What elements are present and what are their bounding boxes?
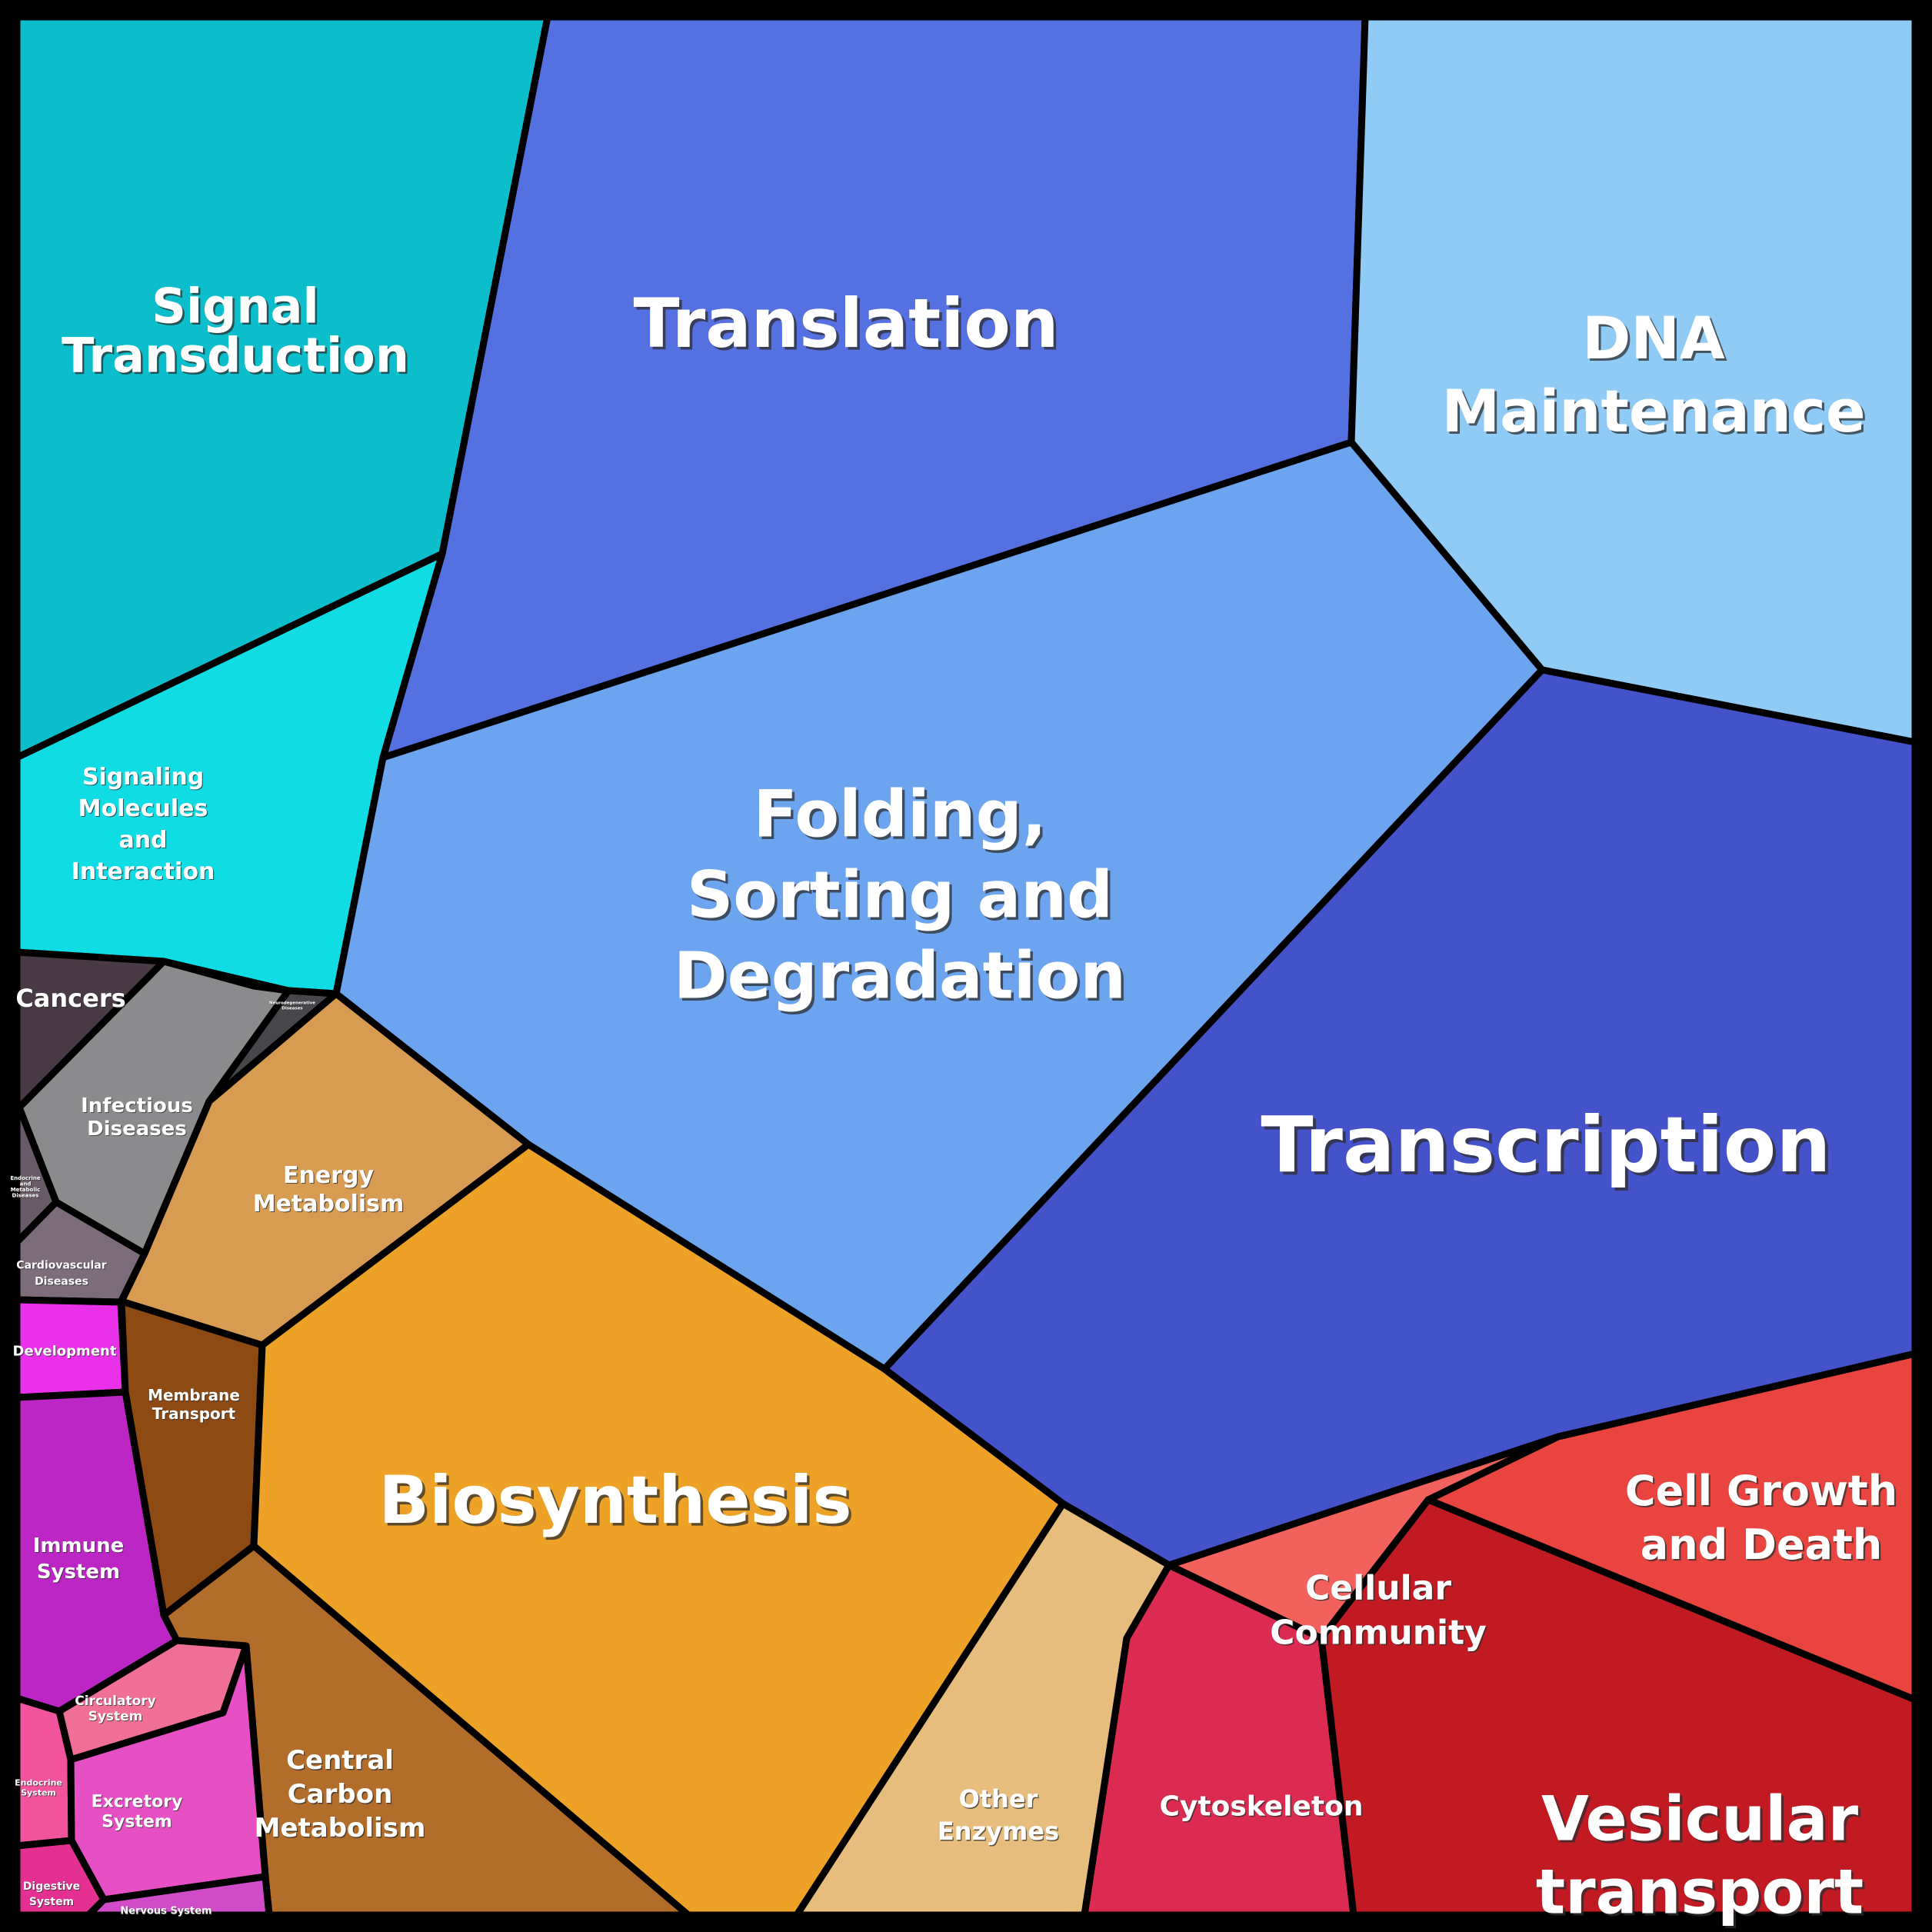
label-shadow-biosynthesis: Biosynthesis [381, 1465, 854, 1542]
label-shadow-excretory-system: Excretory System [92, 1794, 184, 1833]
label-shadow-cytoskeleton: Cytoskeleton [1161, 1792, 1364, 1824]
label-shadow-signal-transduction: Signal Transduction [64, 280, 411, 385]
label-cancers: Cancers [15, 984, 125, 1013]
label-vesicular-transport: Vesicular transport [1536, 1784, 1864, 1928]
label-nervous-system: Nervous System [120, 1906, 212, 1917]
label-infectious-diseases: Infectious Diseases [81, 1094, 193, 1141]
label-excretory-system: Excretory System [92, 1793, 183, 1832]
label-dna-maintenance: DNA Maintenance [1441, 304, 1865, 445]
label-other-enzymes: Other Enzymes [938, 1784, 1059, 1846]
label-immune-system: Immune System [33, 1534, 125, 1584]
region-endocrine-system[interactable]: Endocrine System [13, 1694, 75, 1850]
label-shadow-cellular-community: Cellular Community [1271, 1570, 1488, 1654]
label-shadow-other-enzymes: Other Enzymes [938, 1785, 1060, 1847]
label-shadow-neurodegenerative-diseases: Neurodegenerative Diseases [270, 1001, 316, 1011]
label-shadow-cancers: Cancers [17, 984, 127, 1014]
label-shadow-membrane-transport: Membrane Transport [148, 1387, 241, 1424]
label-shadow-folding-sorting-degradation: Folding, Sorting and Degradation [676, 779, 1128, 1016]
label-shadow-infectious-diseases: Infectious Diseases [82, 1095, 194, 1141]
label-shadow-development: Development [14, 1344, 118, 1360]
label-shadow-vesicular-transport: Vesicular transport [1538, 1786, 1866, 1930]
label-signal-transduction: Signal Transduction [62, 278, 409, 384]
label-membrane-transport: Membrane Transport [148, 1386, 240, 1423]
label-signaling-molecules: Signaling Molecules and Interaction [72, 764, 215, 885]
label-transcription: Transcription [1261, 1100, 1830, 1190]
label-shadow-digestive-system: Digestive System [24, 1881, 81, 1909]
label-shadow-cardiovascular-diseases: Cardiovascular Diseases [17, 1260, 107, 1288]
label-digestive-system: Digestive System [23, 1880, 80, 1908]
label-shadow-translation: Translation [636, 286, 1061, 365]
label-endocrine-system: Endocrine System [15, 1777, 62, 1797]
label-cytoskeleton: Cytoskeleton [1160, 1791, 1364, 1823]
region-vesicular-transport[interactable]: Vesicular transport [1317, 1496, 1919, 1919]
label-biosynthesis: Biosynthesis [378, 1462, 851, 1539]
label-translation: Translation [633, 284, 1058, 363]
label-development: Development [13, 1343, 117, 1359]
label-shadow-cell-growth-and-death: Cell Growth and Death [1627, 1468, 1899, 1571]
label-cardiovascular-diseases: Cardiovascular Diseases [16, 1259, 106, 1287]
label-circulatory-system: Circulatory System [75, 1694, 155, 1724]
label-cellular-community: Cellular Community [1270, 1568, 1487, 1652]
region-biosynthesis[interactable]: Biosynthesis [250, 1141, 1067, 1919]
label-shadow-immune-system: Immune System [34, 1535, 125, 1584]
label-shadow-nervous-system: Nervous System [121, 1907, 212, 1918]
label-endocrine-and-metabolic-diseases: Endocrine and Metabolic Diseases [10, 1175, 41, 1199]
label-shadow-transcription: Transcription [1264, 1103, 1834, 1193]
label-folding-sorting-degradation: Folding, Sorting and Degradation [674, 776, 1126, 1013]
label-shadow-central-carbon-metabolism: Central Carbon Metabolism [255, 1746, 427, 1844]
label-shadow-endocrine-and-metabolic-diseases: Endocrine and Metabolic Diseases [11, 1176, 42, 1200]
label-shadow-energy-metabolism: Energy Metabolism [254, 1163, 405, 1218]
label-cell-growth-and-death: Cell Growth and Death [1625, 1467, 1897, 1569]
label-central-carbon-metabolism: Central Carbon Metabolism [255, 1745, 426, 1844]
label-shadow-dna-maintenance: DNA Maintenance [1444, 306, 1868, 448]
region-nervous-system[interactable]: Nervous System [85, 1873, 273, 1919]
label-shadow-circulatory-system: Circulatory System [75, 1694, 156, 1725]
label-shadow-endocrine-system: Endocrine System [15, 1778, 63, 1798]
label-shadow-signaling-molecules: Signaling Molecules and Interaction [72, 764, 216, 886]
label-neurodegenerative-diseases: Neurodegenerative Diseases [269, 1001, 315, 1011]
label-energy-metabolism: Energy Metabolism [253, 1162, 405, 1217]
